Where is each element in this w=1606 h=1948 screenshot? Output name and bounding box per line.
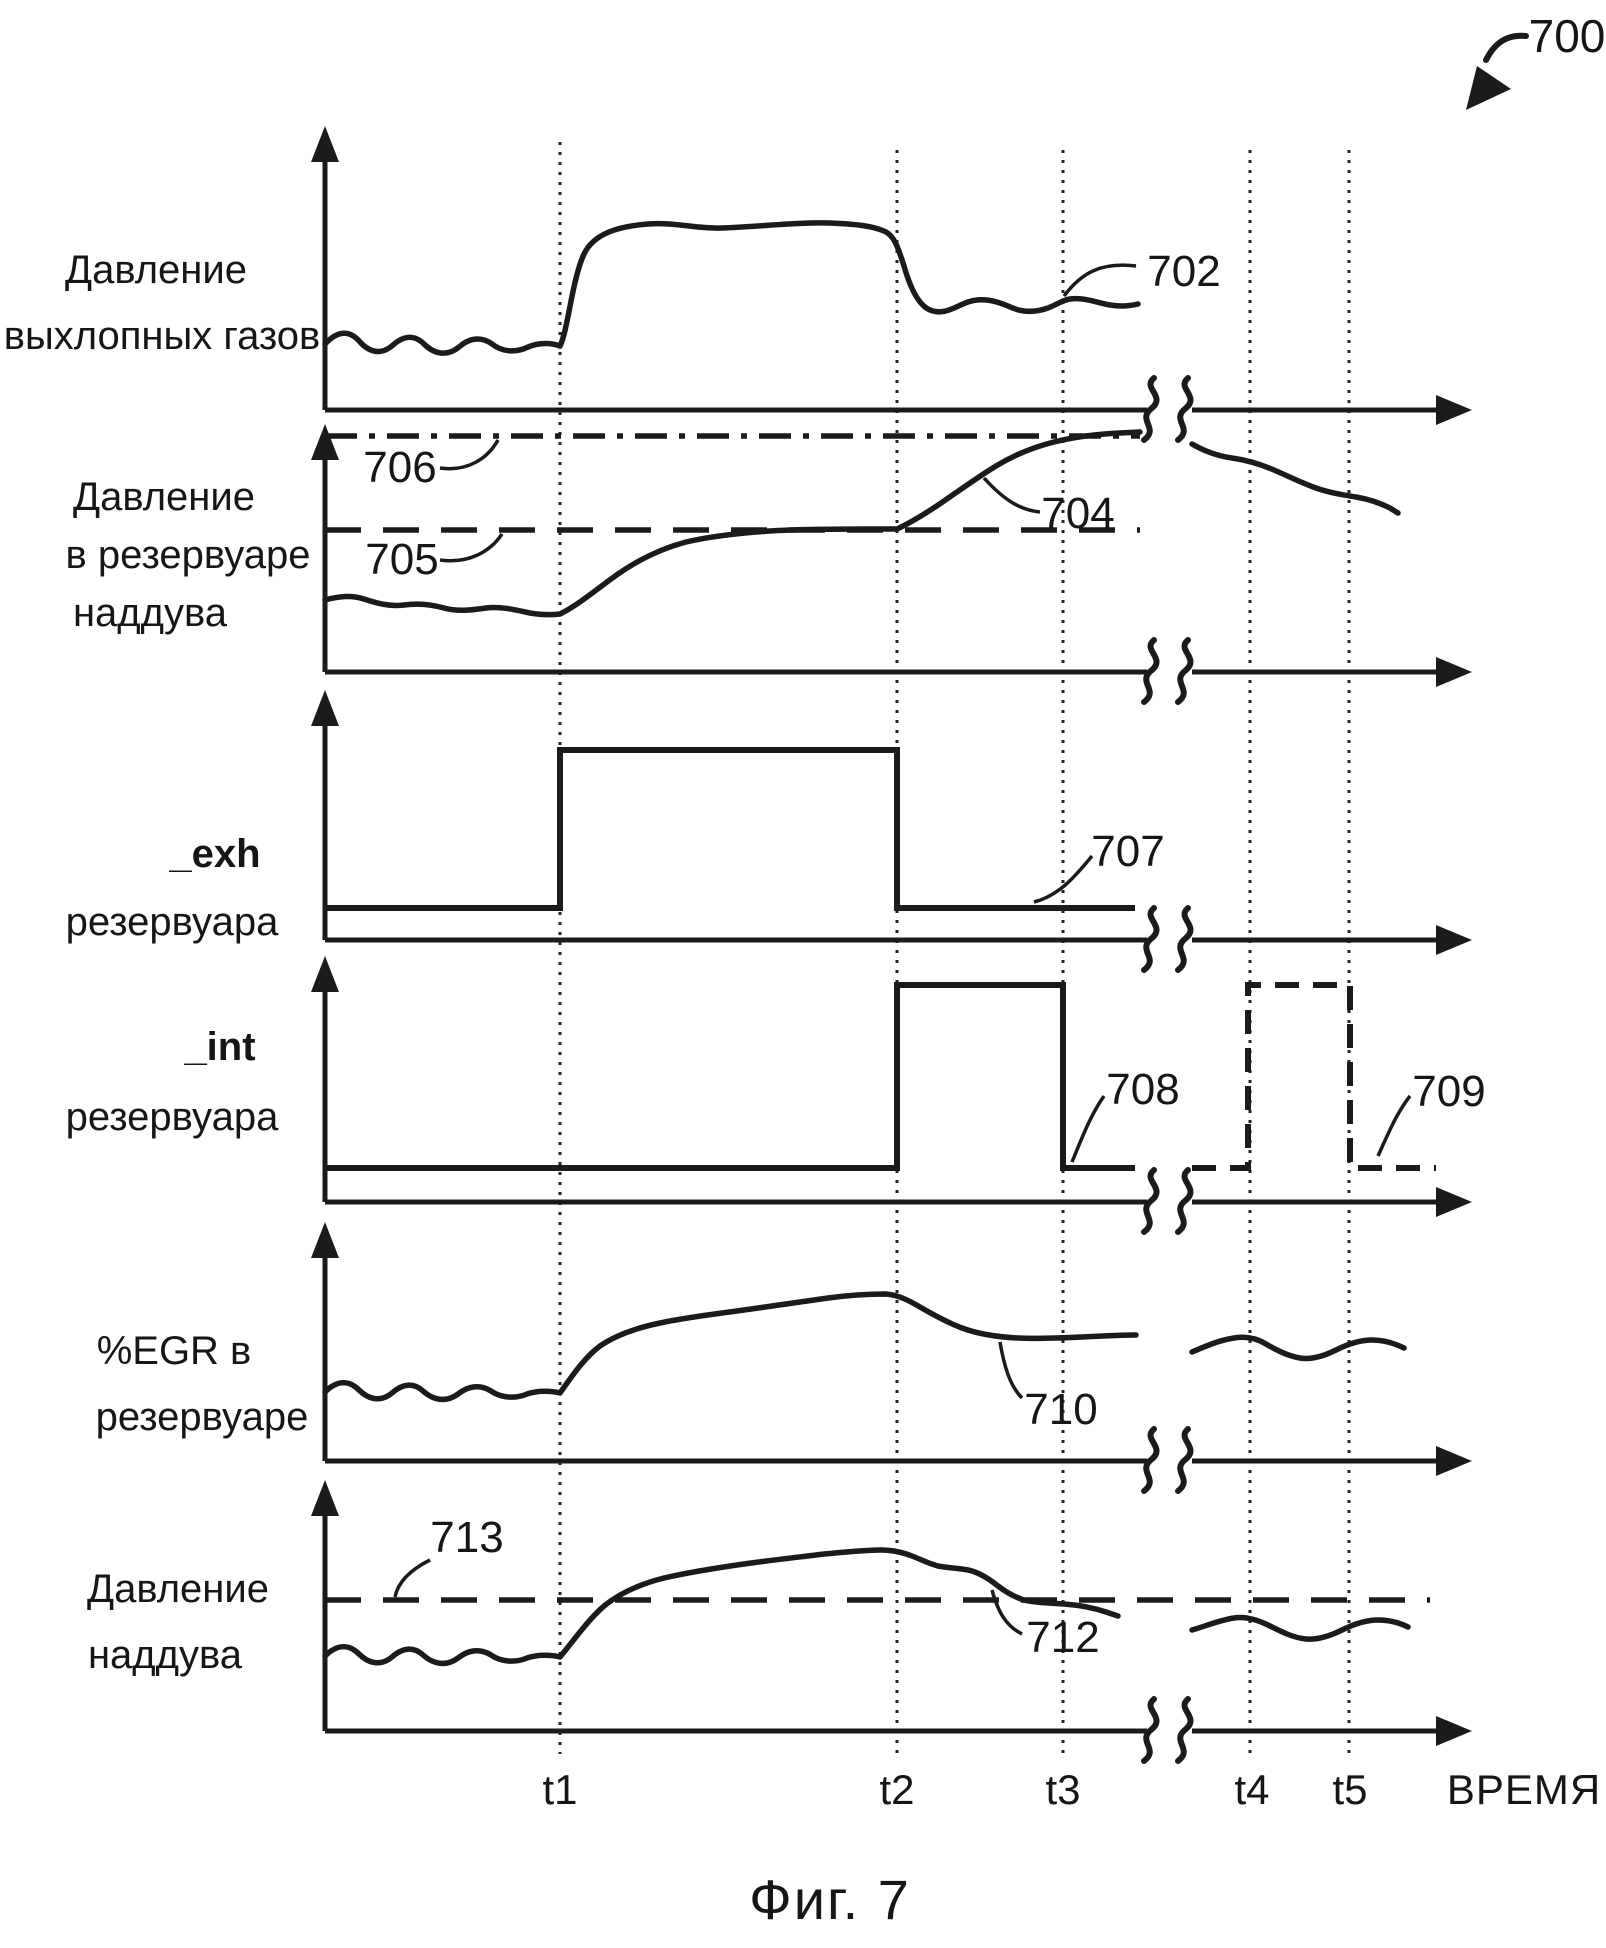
ref-713-label: 713	[430, 1513, 504, 1562]
panel-2-label-line-2: в резервуаре	[65, 533, 311, 577]
trace-710-after-break	[1189, 1334, 1407, 1362]
panel-2-label-line-1: Давление	[73, 475, 255, 519]
figure-caption: Фиг. 7	[749, 1868, 911, 1931]
leader-706	[439, 439, 500, 471]
time-marker-t4: t4	[1234, 1766, 1270, 1813]
ref-705-label: 705	[365, 535, 439, 584]
trace-712	[322, 1547, 1121, 1667]
time-marker-t1: t1	[542, 1766, 578, 1813]
leader-709	[1376, 1094, 1412, 1157]
panel-2-label-line-3: наддува	[72, 591, 228, 635]
axis-break-marks	[1141, 375, 1194, 1764]
figure-ref-arrow-shaft	[1483, 32, 1529, 63]
axis-arrowheads	[311, 126, 1472, 1746]
ref-702-label: 702	[1147, 247, 1221, 296]
ref-712-label: 712	[1026, 1613, 1100, 1662]
time-marker-t5: t5	[1332, 1766, 1368, 1813]
panel-3-label-line-2: резервуара	[65, 900, 279, 944]
ref-706-label: 706	[363, 443, 437, 492]
trace-712-after-break	[1189, 1614, 1411, 1642]
leader-710	[998, 1341, 1024, 1400]
leader-707	[1033, 854, 1094, 904]
panel-4-label-line-2: резервуара	[65, 1095, 279, 1139]
panel-5-label-line-1: %EGR в	[96, 1329, 252, 1373]
figure-ref-arrowhead	[1466, 66, 1511, 110]
leader-704	[982, 476, 1041, 514]
leader-702	[1062, 263, 1137, 298]
panel-6-label-line-2: наддува	[87, 1633, 243, 1677]
panel-5-label-line-2: резервуаре	[95, 1395, 309, 1439]
panel-4-label-line-1: _int	[184, 1025, 256, 1069]
time-axis-label: ВРЕМЯ	[1446, 1766, 1602, 1813]
ref-709-label: 709	[1412, 1067, 1486, 1116]
trace-707	[325, 747, 1135, 911]
leader-708	[1070, 1094, 1106, 1163]
trace-704	[322, 429, 1143, 618]
leader-713	[393, 1558, 431, 1598]
ref-700-label: 700	[1528, 10, 1606, 62]
trace-708	[325, 982, 1135, 1171]
trace-702	[322, 220, 1141, 356]
trace-710	[322, 1291, 1139, 1403]
ref-707-label: 707	[1091, 827, 1165, 876]
trace-709-dashed	[1192, 982, 1436, 1171]
ref-710-label: 710	[1024, 1385, 1098, 1434]
panel-6-label-line-1: Давление	[87, 1567, 269, 1611]
time-marker-t3: t3	[1045, 1766, 1081, 1813]
leader-705	[439, 532, 504, 563]
axes	[322, 160, 1438, 1734]
panel-1-label-line-1: Давление	[65, 248, 247, 292]
panel-3-label-line-1: _exh	[169, 832, 261, 876]
panel-1-label-line-2: выхлопных газов	[3, 314, 321, 358]
time-marker-t2: t2	[879, 1766, 915, 1813]
ref-708-label: 708	[1106, 1065, 1180, 1114]
leader-712	[990, 1589, 1023, 1636]
ref-704-label: 704	[1041, 489, 1115, 538]
trace-704-after-break	[1189, 441, 1401, 516]
time-marker-gridlines	[558, 142, 1351, 1754]
